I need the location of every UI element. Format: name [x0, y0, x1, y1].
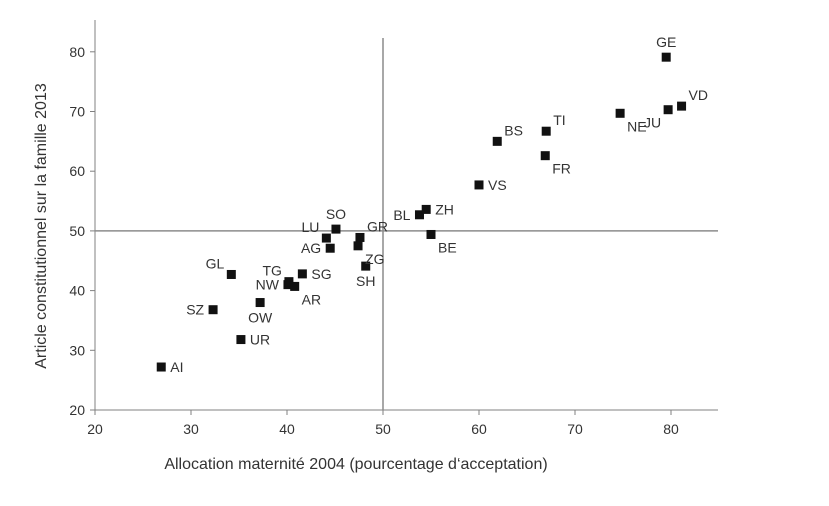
- data-points: [156, 52, 687, 372]
- y-tick-label: 40: [69, 283, 85, 299]
- x-ticks: 20 30 40 50 60 70 80: [87, 410, 679, 437]
- point-label-ge: GE: [656, 34, 676, 50]
- data-point-fr: [540, 151, 550, 161]
- data-point-zg: [353, 241, 363, 251]
- data-point-ne: [615, 108, 625, 118]
- point-label-vd: VD: [689, 87, 708, 103]
- data-point-gl: [226, 269, 236, 279]
- point-label-ai: AI: [170, 359, 183, 375]
- point-label-sg: SG: [311, 266, 331, 282]
- x-tick-label: 20: [87, 421, 103, 437]
- point-label-gr: GR: [367, 218, 388, 234]
- point-label-ag: AG: [301, 240, 321, 256]
- data-point-ai: [156, 362, 166, 372]
- y-tick-label: 60: [69, 163, 85, 179]
- data-point-sz: [208, 305, 218, 315]
- x-axis: 20 30 40 50 60 70 80: [87, 409, 718, 437]
- point-label-tg: TG: [262, 263, 281, 279]
- data-point-ag: [325, 243, 335, 253]
- data-point-ge: [661, 52, 671, 62]
- y-axis: 20 30 40 50 60 70 80: [69, 20, 96, 418]
- x-tick-label: 60: [471, 421, 487, 437]
- point-label-ju: JU: [644, 115, 661, 131]
- point-label-sh: SH: [356, 273, 375, 289]
- data-point-vs: [474, 180, 484, 190]
- data-point-ju: [663, 105, 673, 115]
- data-point-lu: [321, 233, 331, 243]
- point-label-sz: SZ: [186, 302, 204, 318]
- point-label-vs: VS: [488, 177, 507, 193]
- data-point-ti: [541, 126, 551, 136]
- data-point-tg: [284, 277, 294, 287]
- data-point-vd: [677, 101, 687, 111]
- y-tick-label: 80: [69, 44, 85, 60]
- y-tick-label: 50: [69, 223, 85, 239]
- point-label-ne: NE: [627, 118, 646, 134]
- point-label-be: BE: [438, 239, 457, 255]
- point-label-bs: BS: [504, 122, 523, 138]
- data-point-so: [331, 224, 341, 234]
- y-axis-title: Article constitutionnel sur la famille 2…: [33, 83, 50, 369]
- point-label-lu: LU: [301, 219, 319, 235]
- point-label-zh: ZH: [435, 201, 454, 217]
- data-point-ow: [255, 298, 265, 308]
- point-label-ur: UR: [250, 332, 270, 348]
- point-label-bl: BL: [393, 207, 410, 223]
- point-label-so: SO: [326, 206, 346, 222]
- y-tick-label: 30: [69, 342, 85, 358]
- point-label-fr: FR: [552, 161, 571, 177]
- y-tick-label: 70: [69, 104, 85, 120]
- data-point-bl: [414, 210, 424, 220]
- x-tick-label: 70: [567, 421, 583, 437]
- point-label-ar: AR: [302, 291, 321, 307]
- data-point-sg: [297, 269, 307, 279]
- data-point-be: [426, 229, 436, 239]
- x-tick-label: 50: [375, 421, 391, 437]
- point-label-gl: GL: [206, 255, 225, 271]
- point-label-zg: ZG: [365, 251, 384, 267]
- data-point-zh: [421, 204, 431, 214]
- data-point-sh: [361, 261, 371, 271]
- reference-lines: [95, 38, 718, 410]
- y-ticks: 20 30 40 50 60 70 80: [69, 44, 95, 418]
- data-point-ar: [290, 281, 300, 291]
- x-tick-label: 80: [663, 421, 679, 437]
- y-tick-label: 20: [69, 402, 85, 418]
- data-point-ur: [236, 335, 246, 345]
- data-point-bs: [492, 136, 502, 146]
- point-label-ow: OW: [248, 310, 273, 326]
- x-axis-title: Allocation maternité 2004 (pourcentage d…: [164, 456, 547, 473]
- x-tick-label: 40: [279, 421, 295, 437]
- data-point-gr: [355, 232, 365, 242]
- point-label-nw: NW: [256, 277, 280, 293]
- point-label-ti: TI: [553, 112, 565, 128]
- x-tick-label: 30: [183, 421, 199, 437]
